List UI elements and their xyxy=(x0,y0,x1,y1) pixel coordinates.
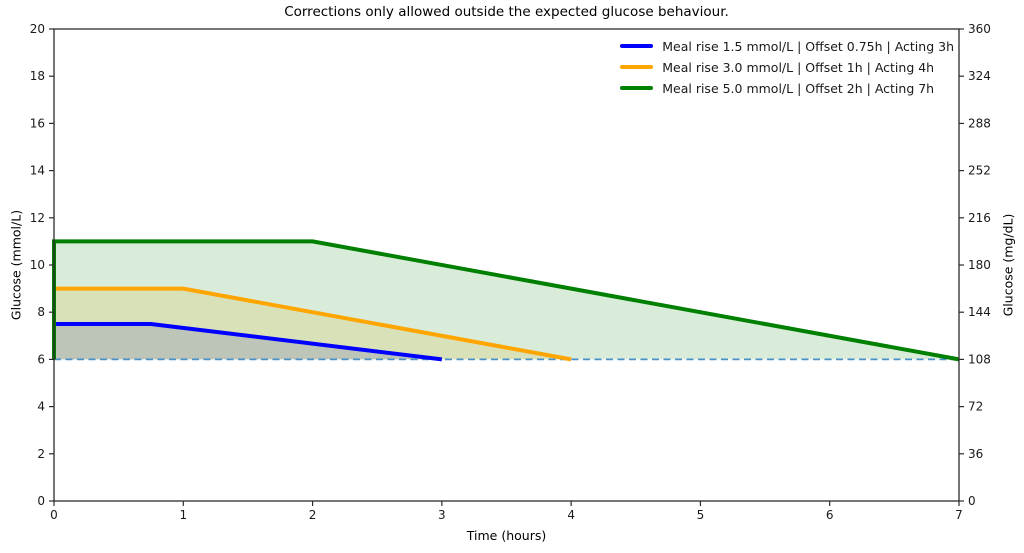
y-tick-label-left: 4 xyxy=(37,400,45,414)
series-fill-0 xyxy=(54,324,442,360)
y-tick-label-right: 216 xyxy=(968,211,991,225)
legend-swatch-icon xyxy=(620,86,654,90)
y-tick-label-left: 16 xyxy=(30,116,45,130)
y-axis-label-left: Glucose (mmol/L) xyxy=(8,209,24,321)
y-tick-label-right: 144 xyxy=(968,305,991,319)
legend-item-2: Meal rise 5.0 mmol/L | Offset 2h | Actin… xyxy=(620,79,934,97)
y-tick-label-right: 324 xyxy=(968,69,991,83)
legend-swatch-icon xyxy=(620,44,654,48)
y-tick-label-right: 36 xyxy=(968,447,983,461)
legend-item-0: Meal rise 1.5 mmol/L | Offset 0.75h | Ac… xyxy=(620,37,954,55)
y-tick-label-left: 8 xyxy=(37,305,45,319)
y-tick-label-left: 10 xyxy=(30,258,45,272)
legend-swatch-icon xyxy=(620,65,654,69)
y-tick-label-right: 180 xyxy=(968,258,991,272)
x-tick-label: 2 xyxy=(309,508,317,522)
x-tick-label: 4 xyxy=(567,508,575,522)
x-tick-label: 1 xyxy=(179,508,187,522)
series-fill-2 xyxy=(54,241,959,360)
y-tick-label-right: 72 xyxy=(968,400,983,414)
y-tick-label-left: 0 xyxy=(37,494,45,508)
y-tick-label-right: 360 xyxy=(968,22,991,36)
legend-label: Meal rise 3.0 mmol/L | Offset 1h | Actin… xyxy=(662,59,935,75)
x-tick-label: 3 xyxy=(438,508,446,522)
legend-label: Meal rise 1.5 mmol/L | Offset 0.75h | Ac… xyxy=(662,38,954,54)
legend-label: Meal rise 5.0 mmol/L | Offset 2h | Actin… xyxy=(662,80,935,96)
x-tick-label: 0 xyxy=(50,508,58,522)
y-tick-label-left: 20 xyxy=(30,22,45,36)
x-tick-label: 5 xyxy=(697,508,705,522)
y-tick-label-left: 6 xyxy=(37,352,45,366)
y-tick-label-right: 108 xyxy=(968,352,991,366)
series-fill-1 xyxy=(54,288,572,360)
y-tick-label-right: 0 xyxy=(968,494,976,508)
y-tick-label-left: 14 xyxy=(30,164,45,178)
y-tick-label-right: 288 xyxy=(968,116,991,130)
x-axis-label: Time (hours) xyxy=(466,528,547,543)
chart-title: Corrections only allowed outside the exp… xyxy=(284,4,729,20)
x-tick-label: 7 xyxy=(955,508,963,522)
y-axis-label-right: Glucose (mg/dL) xyxy=(1000,213,1016,317)
y-tick-label-right: 252 xyxy=(968,164,991,178)
y-tick-label-left: 12 xyxy=(30,211,45,225)
legend-item-1: Meal rise 3.0 mmol/L | Offset 1h | Actin… xyxy=(620,58,934,76)
x-tick-label: 6 xyxy=(826,508,834,522)
y-tick-label-left: 18 xyxy=(30,69,45,83)
chart-legend: Meal rise 1.5 mmol/L | Offset 0.75h | Ac… xyxy=(620,37,954,97)
y-tick-label-left: 2 xyxy=(37,447,45,461)
